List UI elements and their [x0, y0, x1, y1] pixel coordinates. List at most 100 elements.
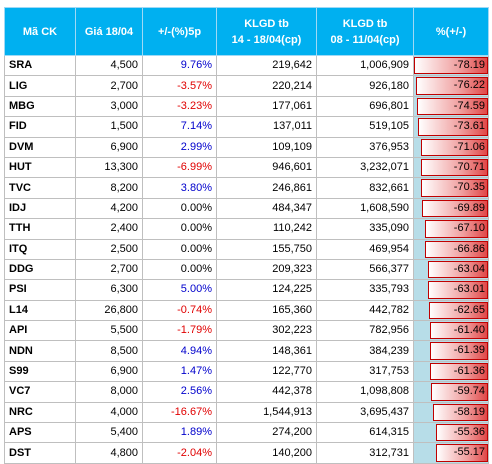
- stock-code-cell: DVM: [4, 136, 76, 158]
- stock-code-cell: SRA: [4, 54, 76, 77]
- volume-previous-cell: 1,608,590: [316, 197, 414, 220]
- header-row: Mã CK Giá 18/04 +/-(%)5p KLGD tb 14 - 18…: [4, 7, 489, 56]
- percent-change-bar: [421, 199, 488, 218]
- volume-current-cell: 484,347: [216, 197, 317, 220]
- table-row[interactable]: VC7 8,000 2.56% 442,378 1,098,808 -59.74: [4, 381, 489, 403]
- change-5p-cell: -0.74%: [142, 299, 217, 322]
- stock-code-cell: NDN: [4, 340, 76, 362]
- table-row[interactable]: TVC 8,200 3.80% 246,861 832,661 -70.35: [4, 177, 489, 199]
- percent-change-value: -59.74: [453, 385, 485, 398]
- header-change-5p[interactable]: +/-(%)5p: [142, 7, 217, 56]
- volume-previous-cell: 376,953: [316, 136, 414, 158]
- percent-change-value: -74.59: [453, 99, 485, 112]
- percent-change-cell: -61.36: [413, 360, 489, 383]
- price-cell: 4,200: [75, 197, 143, 220]
- price-cell: 4,800: [75, 442, 143, 464]
- stock-code-cell: TVC: [4, 177, 76, 199]
- percent-change-bar: [428, 260, 488, 279]
- header-percent-change[interactable]: %(+/-): [413, 7, 489, 56]
- percent-change-cell: -71.06: [413, 136, 489, 158]
- percent-change-bar: [414, 57, 488, 75]
- volume-current-cell: 274,200: [216, 422, 317, 444]
- table-row[interactable]: API 5,500 -1.79% 302,223 782,956 -61.40: [4, 320, 489, 342]
- percent-change-cell: -76.22: [413, 75, 489, 97]
- change-5p-cell: 0.00%: [142, 218, 217, 240]
- volume-previous-cell: 317,753: [316, 360, 414, 383]
- table-row[interactable]: S99 6,900 1.47% 122,770 317,753 -61.36: [4, 360, 489, 383]
- change-5p-cell: 9.76%: [142, 54, 217, 77]
- price-cell: 5,400: [75, 422, 143, 444]
- table-row[interactable]: HUT 13,300 -6.99% 946,601 3,232,071 -70.71: [4, 156, 489, 179]
- table-row[interactable]: LIG 2,700 -3.57% 220,214 926,180 -76.22: [4, 75, 489, 97]
- change-5p-cell: -2.04%: [142, 442, 217, 464]
- volume-current-cell: 148,361: [216, 340, 317, 362]
- percent-change-cell: -63.04: [413, 258, 489, 281]
- percent-change-bar: [429, 362, 488, 381]
- volume-current-cell: 209,323: [216, 258, 317, 281]
- percent-change-bar: [420, 138, 488, 156]
- table-row[interactable]: TTH 2,400 0.00% 110,242 335,090 -67.10: [4, 218, 489, 240]
- change-5p-cell: -16.67%: [142, 401, 217, 424]
- table-row[interactable]: IDJ 4,200 0.00% 484,347 1,608,590 -69.89: [4, 197, 489, 220]
- percent-change-value: -70.35: [453, 181, 485, 194]
- percent-change-value: -67.10: [453, 222, 485, 235]
- table-row[interactable]: L14 26,800 -0.74% 165,360 442,782 -62.65: [4, 299, 489, 322]
- percent-change-cell: -73.61: [413, 116, 489, 138]
- percent-change-cell: -55.36: [413, 422, 489, 444]
- percent-change-cell: -70.35: [413, 177, 489, 199]
- volume-current-cell: 246,861: [216, 177, 317, 199]
- price-cell: 8,000: [75, 381, 143, 403]
- percent-change-bar: [418, 118, 488, 136]
- change-5p-cell: 3.80%: [142, 177, 217, 199]
- percent-change-bar: [424, 240, 488, 258]
- volume-current-cell: 220,214: [216, 75, 317, 97]
- volume-previous-cell: 335,793: [316, 279, 414, 301]
- header-volume-previous[interactable]: KLGD tb 08 - 11/04(cp): [316, 7, 414, 56]
- table-row[interactable]: DVM 6,900 2.99% 109,109 376,953 -71.06: [4, 136, 489, 158]
- price-cell: 4,000: [75, 401, 143, 424]
- header-volume-current[interactable]: KLGD tb 14 - 18/04(cp): [216, 7, 317, 56]
- stock-code-cell: FID: [4, 116, 76, 138]
- change-5p-cell: 1.89%: [142, 422, 217, 444]
- table-row[interactable]: DST 4,800 -2.04% 140,200 312,731 -55.17: [4, 442, 489, 464]
- table-row[interactable]: NRC 4,000 -16.67% 1,544,913 3,695,437 -58.19: [4, 401, 489, 424]
- stock-volume-table-container: Mã CK Giá 18/04 +/-(%)5p KLGD tb 14 - 18…: [4, 7, 489, 464]
- change-5p-cell: -3.23%: [142, 95, 217, 118]
- percent-change-value: -63.04: [453, 262, 485, 275]
- volume-current-cell: 165,360: [216, 299, 317, 322]
- volume-previous-cell: 926,180: [316, 75, 414, 97]
- price-cell: 8,200: [75, 177, 143, 199]
- price-cell: 2,500: [75, 238, 143, 260]
- percent-change-cell: -63.01: [413, 279, 489, 301]
- volume-previous-cell: 1,006,909: [316, 54, 414, 77]
- volume-previous-cell: 312,731: [316, 442, 414, 464]
- percent-change-value: -55.17: [453, 446, 485, 459]
- table-row[interactable]: PSI 6,300 5.00% 124,225 335,793 -63.01: [4, 279, 489, 301]
- percent-change-value: -71.06: [453, 140, 485, 153]
- table-row[interactable]: SRA 4,500 9.76% 219,642 1,006,909 -78.19: [4, 54, 489, 77]
- change-5p-cell: 4.94%: [142, 340, 217, 362]
- stock-code-cell: API: [4, 320, 76, 342]
- change-5p-cell: 7.14%: [142, 116, 217, 138]
- volume-previous-cell: 832,661: [316, 177, 414, 199]
- header-code[interactable]: Mã CK: [4, 7, 76, 56]
- price-cell: 2,700: [75, 258, 143, 281]
- stock-code-cell: IDJ: [4, 197, 76, 220]
- table-row[interactable]: APS 5,400 1.89% 274,200 614,315 -55.36: [4, 422, 489, 444]
- percent-change-bar: [424, 220, 488, 238]
- percent-change-value: -58.19: [453, 405, 485, 418]
- volume-current-cell: 442,378: [216, 381, 317, 403]
- table-row[interactable]: DDG 2,700 0.00% 209,323 566,377 -63.04: [4, 258, 489, 281]
- table-row[interactable]: FID 1,500 7.14% 137,011 519,105 -73.61: [4, 116, 489, 138]
- header-price[interactable]: Giá 18/04: [75, 7, 143, 56]
- table-row[interactable]: NDN 8,500 4.94% 148,361 384,239 -61.39: [4, 340, 489, 362]
- volume-current-cell: 124,225: [216, 279, 317, 301]
- percent-change-bar: [428, 281, 488, 299]
- header-volume-current-line2: 14 - 18/04(cp): [231, 33, 302, 46]
- table-row[interactable]: ITQ 2,500 0.00% 155,750 469,954 -66.86: [4, 238, 489, 260]
- volume-previous-cell: 1,098,808: [316, 381, 414, 403]
- table-row[interactable]: MBG 3,000 -3.23% 177,061 696,801 -74.59: [4, 95, 489, 118]
- percent-change-value: -63.01: [453, 283, 485, 296]
- price-cell: 2,700: [75, 75, 143, 97]
- volume-previous-cell: 782,956: [316, 320, 414, 342]
